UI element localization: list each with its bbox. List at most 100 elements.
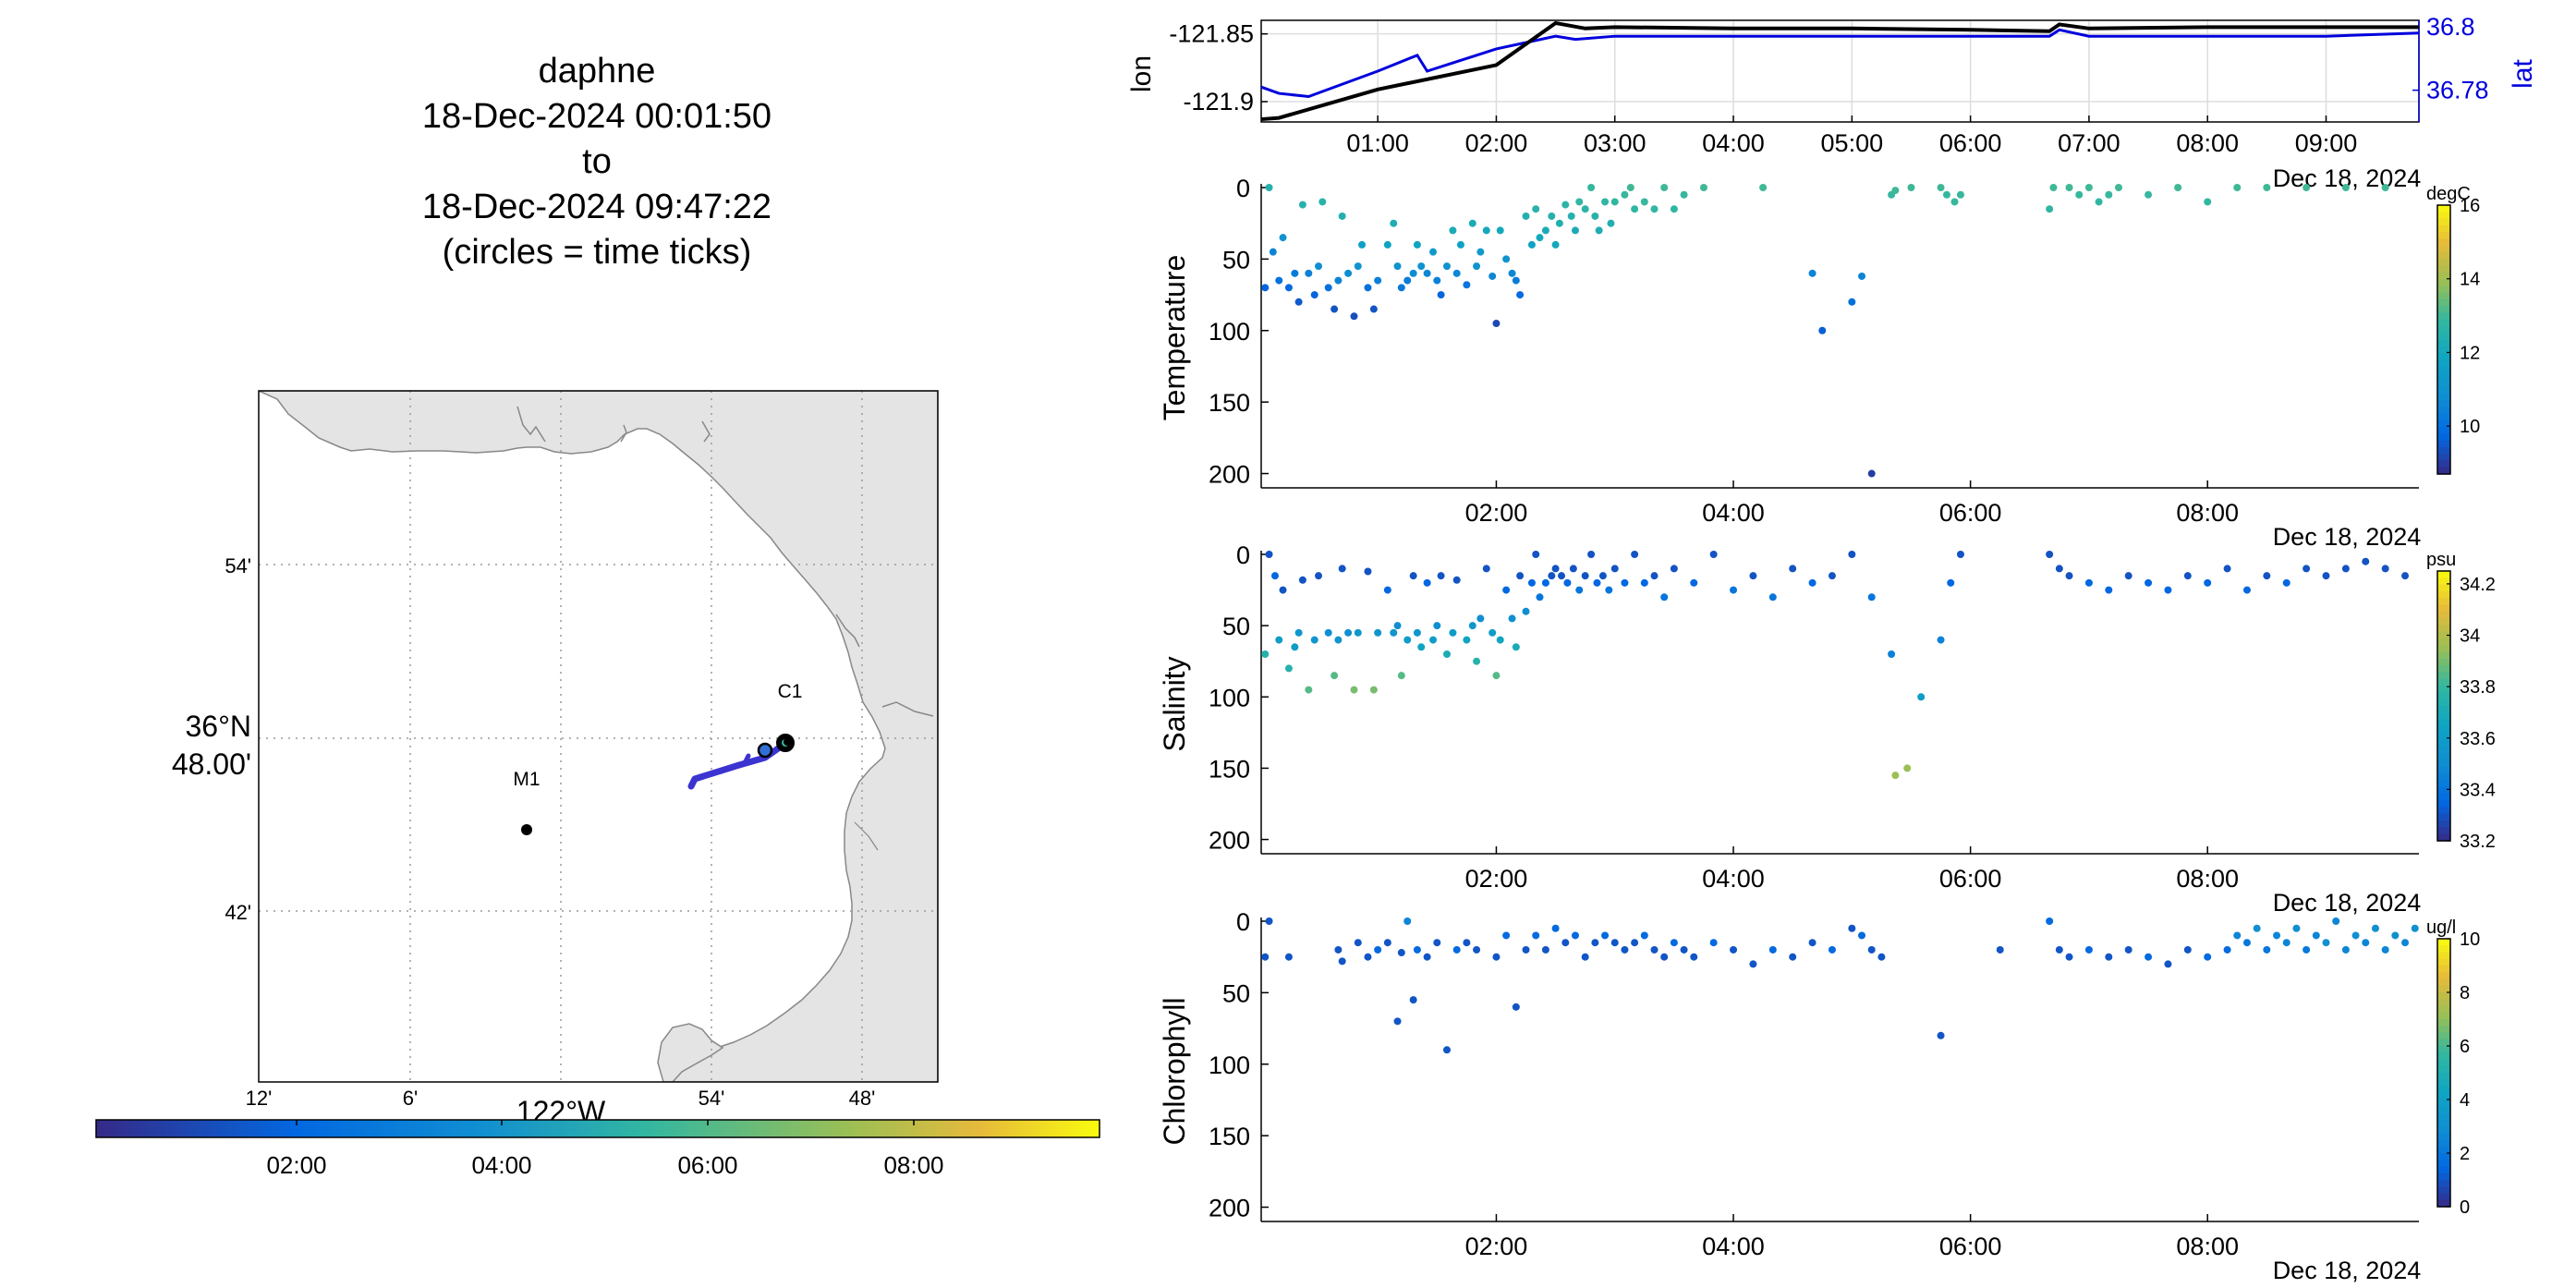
- temperature-data-point: [2263, 184, 2271, 191]
- salinity-colorbar-segment: [2437, 686, 2450, 693]
- salinity-data-point: [1581, 572, 1589, 580]
- chlorophyll-data-point: [1265, 917, 1273, 925]
- time-tick-circle: [757, 742, 773, 759]
- temperature-data-point: [1417, 262, 1426, 271]
- chlorophyll-data-point: [1284, 953, 1293, 961]
- salinity-data-point: [1279, 586, 1287, 594]
- salinity-data-point: [2065, 572, 2073, 580]
- temperature-data-point: [1610, 198, 1619, 206]
- salinity-data-point: [1442, 650, 1451, 658]
- salinity-colorbar-segment: [2437, 658, 2450, 666]
- temperature-data-point: [2046, 205, 2054, 213]
- chlorophyll-data-point: [1334, 945, 1343, 954]
- salinity-data-point: [1569, 565, 1577, 573]
- temperature-colorbar-segment: [2437, 467, 2450, 475]
- salinity-colorbar-segment: [2437, 672, 2450, 680]
- salinity-data-point: [1413, 628, 1421, 637]
- salinity-data-point: [1749, 572, 1757, 580]
- temperature-data-point: [1334, 276, 1343, 285]
- chlorophyll-colorbar-segment: [2437, 1059, 2450, 1067]
- title-start-time: 18-Dec-2024 00:01:50: [421, 97, 772, 136]
- temperature-data-point: [1532, 205, 1540, 213]
- salinity-axis-label: Salinity: [1158, 656, 1191, 751]
- chlorophyll-data-point: [2303, 945, 2311, 954]
- temperature-colorbar-segment: [2437, 399, 2450, 407]
- chlorophyll-colorbar-segment: [2437, 1086, 2450, 1094]
- temperature-axis-label: Temperature: [1158, 255, 1191, 421]
- salinity-data-point: [1522, 607, 1530, 615]
- chlorophyll-data-point: [1631, 939, 1639, 947]
- chlorophyll-data-point: [1551, 924, 1560, 932]
- temperature-colorbar-segment: [2437, 245, 2450, 253]
- chlorophyll-date-label: Dec 18, 2024: [2273, 1257, 2422, 1284]
- salinity-data-point: [2145, 578, 2153, 587]
- chlorophyll-data-point: [1621, 945, 1629, 954]
- temperature-data-point: [1269, 248, 1277, 256]
- time-colorbar-tick-label: 06:00: [677, 1151, 737, 1179]
- salinity-data-point: [1393, 622, 1402, 630]
- temperature-data-point: [1403, 276, 1412, 285]
- salinity-data-point: [1551, 565, 1560, 573]
- salinity-data-point: [1488, 628, 1497, 637]
- lonlat-xtick-label: 03:00: [1584, 129, 1646, 157]
- salinity-data-point: [1409, 572, 1417, 580]
- chlorophyll-colorbar-segment: [2437, 1100, 2450, 1107]
- map-peninsula: [657, 1023, 724, 1082]
- temperature-xtick-label: 04:00: [1702, 499, 1765, 527]
- salinity-data-point: [1476, 614, 1485, 623]
- salinity-colorbar-segment: [2437, 665, 2450, 674]
- salinity-colorbar-segment: [2437, 753, 2450, 760]
- salinity-data-point: [1536, 593, 1544, 601]
- temperature-ytick-label: 150: [1209, 389, 1250, 417]
- temperature-colorbar-segment: [2437, 232, 2450, 239]
- chlorophyll-data-point: [1867, 945, 1876, 954]
- temperature-colorbar-segment: [2437, 372, 2450, 381]
- salinity-colorbar-tick-label: 33.2: [2460, 832, 2496, 852]
- chlorophyll-colorbar-segment: [2437, 1173, 2450, 1181]
- temperature-data-point: [1496, 226, 1504, 235]
- salinity-data-point: [1482, 565, 1490, 573]
- salinity-data-point: [2124, 572, 2132, 580]
- salinity-data-point: [1324, 628, 1332, 637]
- salinity-data-point: [1527, 578, 1536, 587]
- lat-ytick-label: 36.78: [2426, 77, 2489, 104]
- chlorophyll-data-point: [1808, 939, 1817, 947]
- salinity-data-point: [1508, 614, 1516, 623]
- time-colorbar-tick-label: 04:00: [471, 1151, 531, 1179]
- temperature-colorbar-segment: [2437, 460, 2450, 468]
- salinity-data-point: [1354, 628, 1362, 637]
- salinity-data-point: [1605, 586, 1613, 594]
- temperature-data-point: [2341, 184, 2350, 191]
- salinity-data-point: [1593, 578, 1601, 587]
- map-panel: M1 C1 54' 42' 36°N 48.00' 12' 6' 54' 48'…: [95, 390, 1100, 1179]
- salinity-data-point: [1848, 551, 1856, 558]
- temperature-data-point: [1429, 248, 1438, 256]
- lonlat-xtick-label: 06:00: [1939, 129, 2002, 157]
- salinity-data-point: [2303, 565, 2311, 573]
- temperature-data-point: [1393, 262, 1402, 271]
- chlorophyll-data-point: [1423, 953, 1431, 961]
- salinity-data-point: [1631, 551, 1639, 558]
- salinity-colorbar-segment: [2437, 604, 2450, 613]
- chlorophyll-data-point: [1709, 939, 1718, 947]
- chlorophyll-data-point: [2105, 953, 2113, 961]
- chlorophyll-axis-label: Chlorophyll: [1158, 997, 1191, 1145]
- salinity-data-point: [1383, 586, 1391, 594]
- chlorophyll-data-point: [1512, 1002, 1520, 1011]
- salinity-xtick-label: 08:00: [2176, 865, 2239, 893]
- map-xtick: 48': [849, 1087, 876, 1110]
- salinity-data-point: [1867, 593, 1876, 601]
- temperature-date-label: Dec 18, 2024: [2273, 523, 2422, 551]
- salinity-colorbar-segment: [2437, 759, 2450, 768]
- temperature-data-point: [2303, 184, 2311, 191]
- salinity-colorbar-tick-label: 34: [2460, 626, 2480, 647]
- salinity-data-point: [1344, 628, 1353, 637]
- chlorophyll-data-point: [1393, 1017, 1402, 1026]
- lonlat-xtick-label: 07:00: [2058, 129, 2120, 157]
- temperature-data-point: [2105, 190, 2113, 199]
- temperature-data-point: [1261, 284, 1270, 292]
- salinity-colorbar-segment: [2437, 699, 2450, 707]
- salinity-colorbar-segment: [2437, 739, 2450, 747]
- salinity-data-point: [2105, 586, 2113, 594]
- chlorophyll-data-point: [1374, 945, 1382, 954]
